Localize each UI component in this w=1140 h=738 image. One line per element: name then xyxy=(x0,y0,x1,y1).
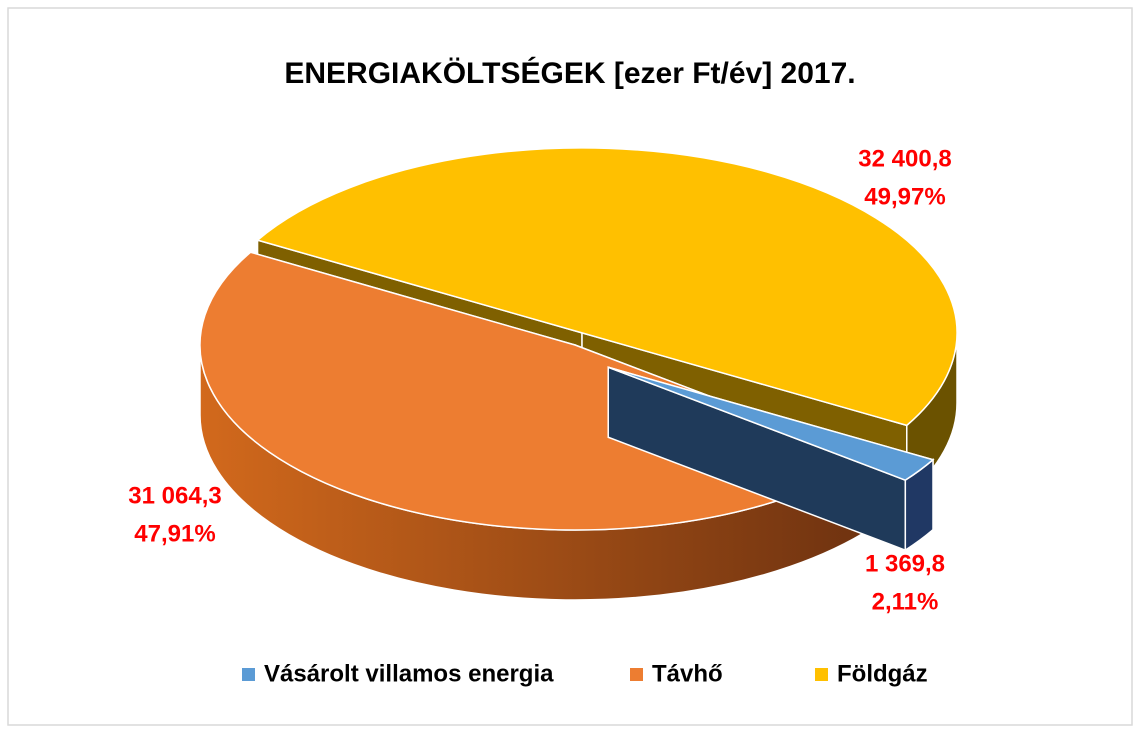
pie xyxy=(199,147,958,601)
percent-label: 49,97% xyxy=(864,183,945,210)
legend-swatch xyxy=(242,668,255,681)
slice xyxy=(607,366,935,552)
data-label: 32 400,8 xyxy=(858,145,951,172)
data-label: 31 064,3 xyxy=(128,482,221,509)
percent-label: 2,11% xyxy=(872,588,939,615)
legend-label: Távhő xyxy=(652,660,723,687)
chart-title: ENERGIAKÖLTSÉGEK [ezer Ft/év] 2017. xyxy=(284,56,855,90)
legend-label: Földgáz xyxy=(837,660,928,687)
data-label: 1 369,8 xyxy=(865,550,945,577)
slice-top xyxy=(607,366,935,481)
legend-label: Vásárolt villamos energia xyxy=(264,660,554,687)
legend-swatch xyxy=(815,668,828,681)
slice-top xyxy=(255,147,958,427)
percent-label: 47,91% xyxy=(134,520,215,547)
legend-swatch xyxy=(630,668,643,681)
